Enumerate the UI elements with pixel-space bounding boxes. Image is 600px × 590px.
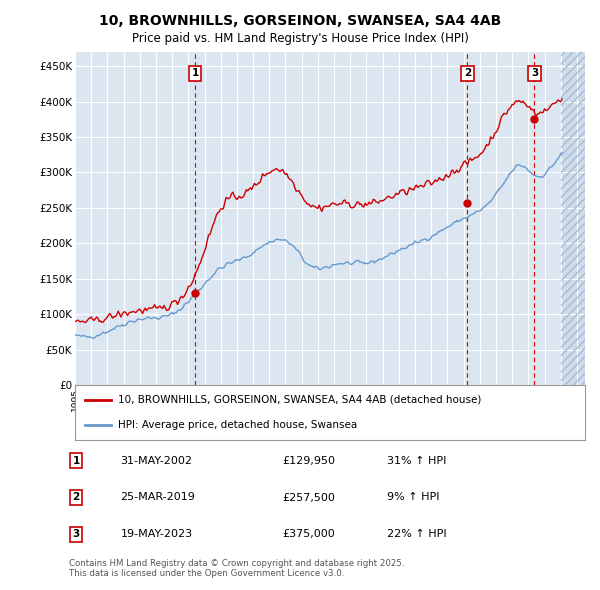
Text: £129,950: £129,950 [282,455,335,466]
Text: 2: 2 [73,493,80,503]
Text: 10, BROWNHILLS, GORSEINON, SWANSEA, SA4 4AB (detached house): 10, BROWNHILLS, GORSEINON, SWANSEA, SA4 … [118,395,482,405]
Text: 10, BROWNHILLS, GORSEINON, SWANSEA, SA4 4AB: 10, BROWNHILLS, GORSEINON, SWANSEA, SA4 … [99,14,501,28]
Text: 3: 3 [73,529,80,539]
Text: 3: 3 [531,68,538,78]
Text: 22% ↑ HPI: 22% ↑ HPI [386,529,446,539]
Text: £257,500: £257,500 [282,493,335,503]
Text: HPI: Average price, detached house, Swansea: HPI: Average price, detached house, Swan… [118,420,358,430]
Text: 1: 1 [73,455,80,466]
Text: Price paid vs. HM Land Registry's House Price Index (HPI): Price paid vs. HM Land Registry's House … [131,32,469,45]
Text: 19-MAY-2023: 19-MAY-2023 [121,529,193,539]
Text: 31-MAY-2002: 31-MAY-2002 [121,455,193,466]
Text: 2: 2 [464,68,471,78]
Text: £375,000: £375,000 [282,529,335,539]
Text: 25-MAR-2019: 25-MAR-2019 [121,493,195,503]
Text: 1: 1 [191,68,199,78]
Bar [561,52,585,385]
Bar [561,52,585,385]
Text: 9% ↑ HPI: 9% ↑ HPI [386,493,439,503]
Text: 31% ↑ HPI: 31% ↑ HPI [386,455,446,466]
Text: Contains HM Land Registry data © Crown copyright and database right 2025.
This d: Contains HM Land Registry data © Crown c… [69,559,404,578]
